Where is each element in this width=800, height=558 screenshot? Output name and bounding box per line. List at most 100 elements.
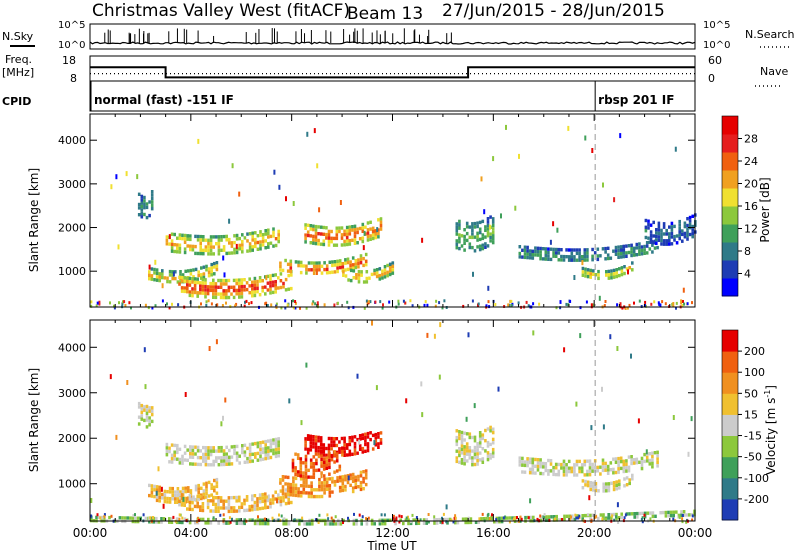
- velocity-echo-cell: [601, 458, 605, 462]
- velocity-echo-cell: [251, 442, 254, 446]
- velocity-echo-cell: [586, 480, 590, 484]
- velocity-echo-cell: [289, 493, 293, 497]
- power-echo-cell: [458, 219, 461, 224]
- power-echo-cell: [628, 266, 631, 270]
- velocity-echo-cell: [155, 520, 158, 524]
- velocity-ground-scatter-cell: [334, 515, 337, 519]
- velocity-echo-cell: [286, 492, 290, 497]
- velocity-echo-cell: [315, 461, 318, 466]
- power-echo-cell: [269, 274, 272, 278]
- power-echo-cell: [657, 231, 661, 236]
- velocity-echo-cell: [599, 513, 603, 517]
- power-echo-cell: [343, 239, 346, 244]
- power-echo-cell: [225, 292, 228, 296]
- velocity-echo-cell: [348, 453, 352, 457]
- velocity-echo-cell: [155, 485, 159, 489]
- power-echo-cell: [379, 227, 383, 231]
- velocity-echo-cell: [207, 449, 210, 453]
- power-ground-scatter-cell: [294, 300, 297, 303]
- velocity-echo-cell: [358, 434, 362, 438]
- velocity-echo-cell: [307, 494, 311, 499]
- power-echo-cell: [377, 231, 380, 236]
- velocity-scatter-cell: [395, 516, 398, 522]
- power-echo-cell: [536, 246, 540, 250]
- velocity-echo-cell: [491, 427, 495, 431]
- power-echo-cell: [309, 224, 313, 228]
- velocity-echo-cell: [374, 436, 378, 440]
- velocity-echo-cell: [176, 457, 179, 461]
- velocity-scatter-cell: [320, 473, 323, 479]
- power-echo-cell: [335, 229, 339, 234]
- velocity-echo-cell: [284, 482, 287, 486]
- velocity-echo-cell: [170, 460, 174, 464]
- power-echo-cell: [266, 288, 270, 292]
- power-echo-cell: [638, 249, 641, 253]
- velocity-y-axis-label: Slant Range [km]: [27, 368, 41, 472]
- velocity-echo-cell: [202, 459, 205, 463]
- velocity-echo-cell: [325, 484, 329, 488]
- velocity-echo-cell: [481, 447, 485, 451]
- velocity-echo-cell: [322, 460, 326, 464]
- velocity-scatter-cell: [445, 504, 448, 510]
- velocity-scatter-cell: [215, 339, 218, 345]
- velocity-echo-cell: [318, 488, 321, 492]
- power-echo-cell: [227, 289, 231, 293]
- velocity-echo-cell: [199, 456, 202, 460]
- power-echo-cell: [601, 247, 605, 251]
- velocity-echo-cell: [282, 495, 285, 500]
- cpid-segment-label-0: normal (fast) -151 IF: [94, 93, 234, 107]
- velocity-ground-scatter-cell: [222, 513, 225, 517]
- velocity-echo-cell: [248, 449, 252, 453]
- power-echo-cell: [534, 253, 537, 257]
- power-echo-cell: [518, 255, 522, 259]
- velocity-echo-cell: [612, 471, 615, 475]
- velocity-echo-cell: [338, 479, 342, 483]
- velocity-echo-cell: [335, 437, 339, 441]
- power-echo-cell: [531, 249, 535, 253]
- velocity-echo-cell: [137, 401, 141, 406]
- velocity-echo-cell: [366, 442, 370, 446]
- power-echo-cell: [364, 252, 368, 257]
- velocity-echo-cell: [345, 453, 349, 457]
- velocity-echo-cell: [335, 455, 339, 460]
- power-echo-cell: [312, 268, 316, 272]
- power-echo-cell: [318, 261, 321, 265]
- velocity-echo-cell: [349, 483, 352, 487]
- velocity-ground-scatter-cell: [342, 521, 344, 524]
- power-echo-cell: [140, 208, 144, 212]
- velocity-echo-cell: [165, 446, 169, 450]
- power-echo-cell: [662, 225, 666, 229]
- power-echo-cell: [651, 250, 654, 254]
- velocity-echo-cell: [162, 517, 166, 521]
- velocity-echo-cell: [289, 486, 293, 490]
- power-echo-cell: [305, 271, 308, 275]
- velocity-echo-cell: [230, 496, 233, 500]
- power-echo-cell: [148, 200, 151, 204]
- velocity-echo-cell: [210, 486, 213, 490]
- power-scatter-cell: [148, 264, 151, 270]
- velocity-echo-cell: [145, 425, 149, 429]
- power-echo-cell: [318, 268, 321, 272]
- velocity-echo-cell: [191, 445, 195, 449]
- power-echo-cell: [212, 252, 215, 256]
- velocity-echo-cell: [279, 489, 283, 493]
- power-echo-cell: [217, 241, 221, 246]
- power-echo-cell: [267, 242, 270, 246]
- power-echo-cell: [552, 247, 555, 252]
- power-ground-scatter-cell: [244, 300, 246, 304]
- power-echo-cell: [271, 273, 275, 278]
- velocity-echo-cell: [251, 497, 254, 502]
- power-echo-cell: [622, 244, 626, 249]
- power-echo-cell: [188, 290, 192, 294]
- velocity-echo-cell: [191, 448, 195, 453]
- power-echo-cell: [345, 229, 349, 233]
- power-echo-cell: [338, 262, 342, 266]
- velocity-echo-cell: [425, 518, 428, 522]
- velocity-echo-cell: [586, 469, 589, 474]
- velocity-echo-cell: [589, 517, 592, 521]
- velocity-echo-cell: [189, 462, 192, 466]
- velocity-echo-cell: [651, 458, 654, 462]
- power-echo-cell: [627, 244, 631, 248]
- velocity-echo-cell: [228, 462, 231, 466]
- power-ground-scatter-cell: [592, 303, 595, 307]
